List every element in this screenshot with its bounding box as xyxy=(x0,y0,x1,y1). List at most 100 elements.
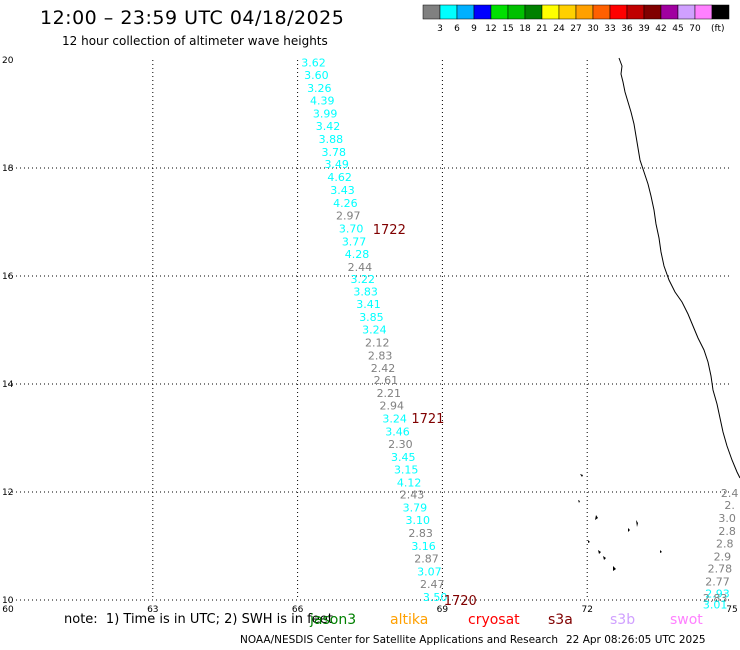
wave-height-value: 2.93 xyxy=(705,588,730,601)
wave-height-value: 4.28 xyxy=(345,248,370,261)
wave-height-value: 4.26 xyxy=(333,197,358,210)
legend-item-cryosat: cryosat xyxy=(468,612,520,628)
colorbar-swatch xyxy=(711,4,730,20)
footer-credit: NOAA/NESDIS Center for Satellite Applica… xyxy=(240,634,558,646)
lat-tick-label: 12 xyxy=(2,488,13,498)
wave-height-value: 2.94 xyxy=(379,400,404,413)
wave-height-value: 3.77 xyxy=(342,235,367,248)
wave-height-map: 60 63 66 69 72 75 20 18 16 14 12 10 3.623.603.264.3… xyxy=(2,56,740,612)
wave-height-value: 3.60 xyxy=(304,69,329,82)
lon-tick-label: 75 xyxy=(726,605,737,612)
wave-height-value: 4.62 xyxy=(327,171,352,184)
wave-height-value: 3.07 xyxy=(417,565,442,578)
colorbar-label: 15 xyxy=(502,24,513,34)
lon-tick-label: 60 xyxy=(2,605,14,612)
wave-height-value: 3.78 xyxy=(322,146,347,159)
wave-height-value: 3.70 xyxy=(339,222,364,235)
wave-height-value: 2.44 xyxy=(348,261,373,274)
wave-height-value: 2. xyxy=(724,499,735,512)
wave-height-value: 4.12 xyxy=(397,476,422,489)
wave-height-value: 3.50 xyxy=(423,591,448,604)
coastline-india xyxy=(618,57,740,479)
wave-height-value: 2.30 xyxy=(388,438,413,451)
island-9 xyxy=(588,540,590,543)
wave-height-value: 3.0 xyxy=(718,512,736,525)
wave-height-value: 2.87 xyxy=(414,552,439,565)
wave-height-value: 3.62 xyxy=(301,57,326,70)
lon-tick-label: 72 xyxy=(581,605,592,612)
wave-height-value: 3.99 xyxy=(313,107,338,120)
lat-tick-label: 14 xyxy=(2,380,14,390)
wave-height-value: 2.8 xyxy=(716,537,734,550)
colorbar-label: 9 xyxy=(471,24,477,34)
wave-height-value: 2.43 xyxy=(400,489,425,502)
colorbar-label: 12 xyxy=(485,24,496,34)
wave-height-value: 3.43 xyxy=(330,184,355,197)
footer-timestamp: 22 Apr 08:26:05 UTC 2025 xyxy=(566,634,706,646)
colorbar-label: 3 xyxy=(437,24,443,34)
wave-height-value: 3.15 xyxy=(394,463,419,476)
colorbar-label: 6 xyxy=(454,24,460,34)
legend-item-s3a: s3a xyxy=(548,612,573,628)
wave-height-value: 3.01 xyxy=(703,598,728,611)
pass-time-labels: 1722 1721 1720 xyxy=(373,223,477,609)
wave-height-value: 3.24 xyxy=(362,323,387,336)
wave-height-value: 3.45 xyxy=(391,451,416,464)
wave-height-value: 3.85 xyxy=(359,311,384,324)
wave-height-value: 2.97 xyxy=(336,210,361,223)
wave-height-values: 3.623.603.264.393.993.423.883.783.494.62… xyxy=(301,57,738,612)
wave-height-value: 3.83 xyxy=(353,286,378,299)
colorbar-label: 39 xyxy=(638,24,650,34)
colorbar-label: 36 xyxy=(621,24,633,34)
wave-height-value: 2.8 xyxy=(718,525,736,538)
colorbar-label: 70 xyxy=(689,24,701,34)
colorbar-label: 24 xyxy=(553,24,565,34)
wave-height-value: 2.4 xyxy=(721,487,739,500)
colorbar-unit: (ft) xyxy=(711,24,725,34)
axis-tick-labels: 60 63 66 69 72 75 20 18 16 14 12 10 xyxy=(2,56,738,612)
island-6 xyxy=(598,550,601,554)
grid-lines xyxy=(8,60,732,601)
wave-height-value: 2.47 xyxy=(420,578,445,591)
wave-height-value: 3.24 xyxy=(382,413,407,426)
colorbar-label: 42 xyxy=(655,24,666,34)
lat-tick-label: 18 xyxy=(2,164,14,174)
pass-time-label: 1722 xyxy=(373,223,406,238)
coastline xyxy=(578,57,740,571)
island-4 xyxy=(636,520,638,527)
wave-height-value: 2.77 xyxy=(705,576,730,589)
colorbar-label: 21 xyxy=(536,24,547,34)
wave-height-value: 3.41 xyxy=(356,298,381,311)
colorbar-label: 45 xyxy=(672,24,683,34)
wave-height-value: 3.42 xyxy=(316,120,341,133)
wave-height-value: 3.79 xyxy=(403,502,428,515)
wave-height-value: 3.88 xyxy=(319,133,344,146)
wave-height-value: 3.49 xyxy=(324,158,349,171)
legend-item-s3b: s3b xyxy=(610,612,636,628)
pass-time-label: 1720 xyxy=(444,594,477,609)
wave-height-value: 2.83 xyxy=(408,527,433,540)
wave-height-value: 3.46 xyxy=(385,426,410,439)
lon-tick-label: 63 xyxy=(147,605,158,612)
legend-item-swot: swot xyxy=(670,612,703,628)
wave-height-value: 3.26 xyxy=(307,82,332,95)
island-8 xyxy=(603,556,606,560)
colorbar-legend: 3 6 9 12 15 18 21 24 27 30 33 36 39 42 45 70 (ft) xyxy=(422,4,730,34)
colorbar-label: 18 xyxy=(519,24,531,34)
wave-height-value: 2.83 xyxy=(368,349,393,362)
lon-tick-label: 69 xyxy=(437,605,449,612)
wave-height-value: 2.42 xyxy=(371,362,396,375)
footer-note: note: 1) Time is in UTC; 2) SWH is in fe… xyxy=(64,612,333,627)
lat-tick-label: 20 xyxy=(2,56,14,66)
legend-item-jason3: jason3 xyxy=(310,612,357,628)
map-title: 12:00 – 23:59 UTC 04/18/2025 xyxy=(40,7,345,29)
map-subtitle: 12 hour collection of altimeter wave hei… xyxy=(62,34,328,48)
island-5 xyxy=(628,528,630,532)
wave-height-value: 2.83 xyxy=(703,592,728,605)
island-1 xyxy=(580,474,583,477)
lat-tick-label: 10 xyxy=(2,596,14,606)
island-3 xyxy=(595,515,598,520)
lon-tick-label: 66 xyxy=(292,605,304,612)
colorbar-label: 27 xyxy=(570,24,581,34)
lat-tick-label: 16 xyxy=(2,272,14,282)
